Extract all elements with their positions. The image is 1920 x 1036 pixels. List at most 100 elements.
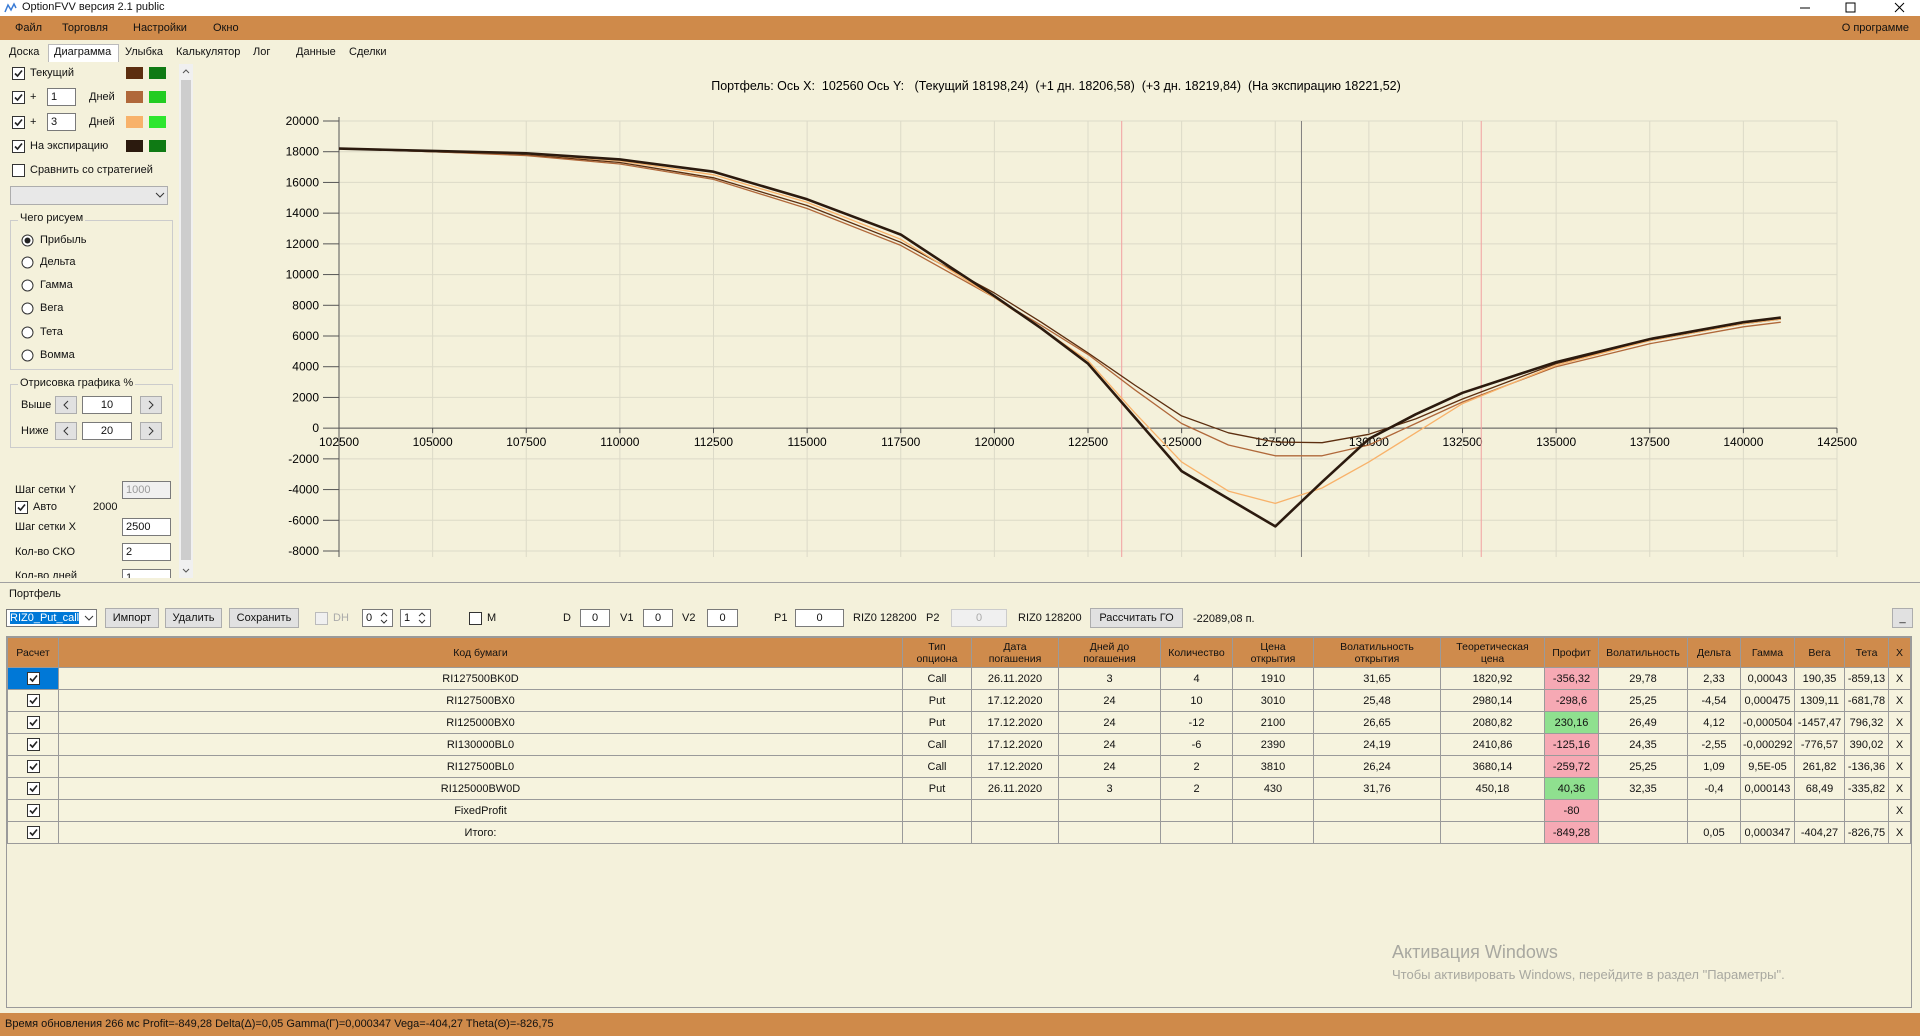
scrollbar[interactable] (179, 64, 193, 578)
text-input[interactable]: 0 (707, 609, 738, 627)
remove-button[interactable]: X (1888, 667, 1911, 690)
checkbox[interactable] (15, 501, 28, 514)
table-cell: 3 (1058, 667, 1161, 690)
remove-button[interactable]: X (1888, 755, 1911, 778)
checkbox[interactable] (12, 140, 25, 153)
remove-button[interactable]: X (1888, 799, 1911, 822)
text-input[interactable]: 1 (122, 569, 171, 578)
text-input[interactable]: 0 (951, 609, 1007, 627)
table-cell: 24 (1058, 755, 1161, 778)
table-row[interactable]: RI125000BW0D Put 26.11.2020 3 2 430 31,76 450,1… (7, 777, 1911, 800)
table-cell: -356,32 (1544, 667, 1599, 690)
checkbox[interactable] (12, 67, 25, 80)
remove-button[interactable]: X (1888, 689, 1911, 712)
arrow-button[interactable] (140, 396, 162, 414)
column-header[interactable]: Дельта (1687, 637, 1741, 668)
button[interactable]: _ (1892, 608, 1913, 628)
column-header[interactable]: Цена открытия (1232, 637, 1314, 668)
button[interactable]: Удалить (165, 608, 222, 628)
legend-swatch[interactable] (126, 67, 143, 79)
column-header[interactable]: Расчет (7, 637, 59, 668)
text-input[interactable]: 10 (82, 396, 132, 414)
arrow-button[interactable] (55, 396, 77, 414)
column-header[interactable]: Волатильность открытия (1313, 637, 1441, 668)
checkbox[interactable] (469, 612, 482, 625)
column-header[interactable]: Волатильность (1598, 637, 1688, 668)
legend-swatch-alt[interactable] (149, 116, 166, 128)
radio-button[interactable] (21, 256, 34, 269)
text-input[interactable]: 0 (580, 609, 610, 627)
legend-swatch-alt[interactable] (149, 140, 166, 152)
checkbox[interactable] (27, 760, 40, 773)
table-row[interactable]: RI127500BX0 Put 17.12.2020 24 10 3010 25,48 298… (7, 689, 1911, 712)
column-header[interactable]: Профит (1544, 637, 1599, 668)
table-cell: 32,35 (1598, 777, 1688, 800)
column-header[interactable]: Дней до погашения (1058, 637, 1161, 668)
text-input[interactable]: 0 (362, 609, 393, 627)
legend-unit: Дней (89, 91, 115, 103)
legend-swatch[interactable] (126, 116, 143, 128)
column-header[interactable]: Тип опциона (902, 637, 972, 668)
checkbox[interactable] (12, 164, 25, 177)
checkbox[interactable] (315, 612, 328, 625)
radio-button[interactable] (21, 302, 34, 315)
table-row[interactable]: FixedProfit -80 X (7, 799, 1911, 822)
column-header[interactable]: Теоретическая цена (1440, 637, 1545, 668)
strategy-select[interactable] (10, 186, 168, 205)
table-row[interactable]: RI130000BL0 Call 17.12.2020 24 -6 2390 24,19 24… (7, 733, 1911, 756)
text-input[interactable]: 2 (122, 543, 171, 561)
legend-swatch-alt[interactable] (149, 91, 166, 103)
dropdown-arrow[interactable] (84, 614, 94, 622)
radio-label: Вега (40, 302, 64, 314)
text-input[interactable]: 1000 (122, 481, 171, 499)
text-input[interactable]: 3 (47, 113, 76, 131)
checkbox[interactable] (12, 116, 25, 129)
window-controls[interactable] (1790, 0, 1920, 16)
remove-button[interactable]: X (1888, 777, 1911, 800)
checkbox[interactable] (12, 91, 25, 104)
column-header[interactable]: Вега (1794, 637, 1845, 668)
radio-button[interactable] (21, 326, 34, 339)
arrow-button[interactable] (55, 422, 77, 440)
remove-button[interactable]: X (1888, 733, 1911, 756)
legend-swatch[interactable] (126, 140, 143, 152)
checkbox[interactable] (27, 782, 40, 795)
column-header[interactable]: X (1888, 637, 1911, 668)
radio-button[interactable] (21, 234, 34, 247)
checkbox[interactable] (27, 738, 40, 751)
column-header[interactable]: Тета (1844, 637, 1889, 668)
legend-swatch[interactable] (126, 91, 143, 103)
column-header[interactable]: Код бумаги (58, 637, 903, 668)
table-row[interactable]: RI125000BX0 Put 17.12.2020 24 -12 2100 26,65 20… (7, 711, 1911, 734)
checkbox[interactable] (27, 716, 40, 729)
arrow-button[interactable] (140, 422, 162, 440)
radio-button[interactable] (21, 349, 34, 362)
checkbox[interactable] (27, 826, 40, 839)
text-input[interactable]: 1 (47, 88, 76, 106)
column-header[interactable]: Гамма (1740, 637, 1795, 668)
button[interactable]: Рассчитать ГО (1090, 608, 1183, 628)
field-label: Шаг сетки Y (15, 484, 76, 496)
text-input[interactable]: 20 (82, 422, 132, 440)
column-header[interactable]: Дата погашения (971, 637, 1059, 668)
spinner[interactable] (416, 610, 428, 626)
column-header[interactable]: Количество (1160, 637, 1233, 668)
remove-button[interactable]: X (1888, 711, 1911, 734)
checkbox[interactable] (27, 672, 40, 685)
checkbox[interactable] (27, 694, 40, 707)
radio-button[interactable] (21, 279, 34, 292)
remove-button[interactable]: X (1888, 821, 1911, 844)
checkbox[interactable] (27, 804, 40, 817)
table-row[interactable]: RI127500BL0 Call 17.12.2020 24 2 3810 26,24 368… (7, 755, 1911, 778)
table-row[interactable]: RI127500BK0D Call 26.11.2020 3 4 1910 31,65 182… (7, 667, 1911, 690)
table-row[interactable]: Итого: -849,28 0,05 0,000347 -404,27 -826,75 X (7, 821, 1911, 844)
button[interactable]: Импорт (105, 608, 159, 628)
text-input[interactable]: 1 (400, 609, 431, 627)
text-input[interactable]: 0 (795, 609, 844, 627)
legend-swatch-alt[interactable] (149, 67, 166, 79)
button[interactable]: Сохранить (229, 608, 299, 628)
text-input[interactable]: 2500 (122, 518, 171, 536)
text-input[interactable]: 0 (643, 609, 673, 627)
portfolio-select[interactable]: RIZ0_Put_call (6, 609, 97, 627)
spinner[interactable] (378, 610, 390, 626)
